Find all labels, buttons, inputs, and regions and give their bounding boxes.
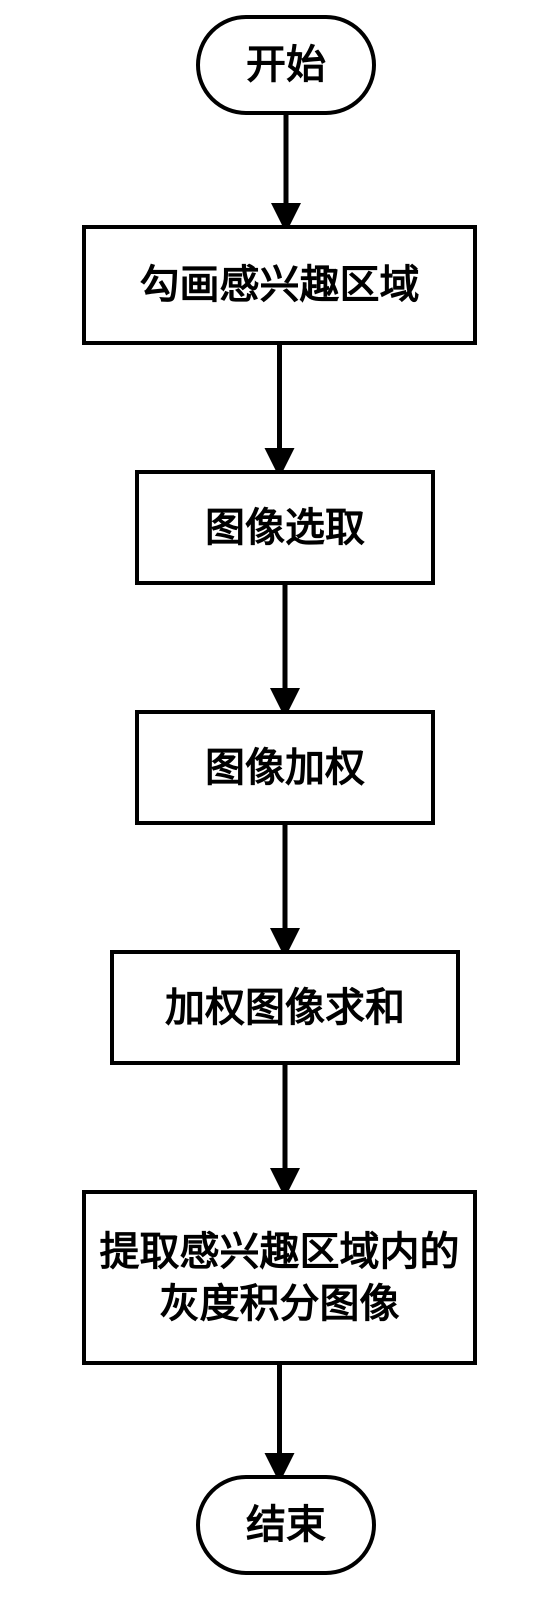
node-extract: 提取感兴趣区域内的灰度积分图像 xyxy=(82,1190,477,1365)
node-sum: 加权图像求和 xyxy=(110,950,460,1065)
node-roi: 勾画感兴趣区域 xyxy=(82,225,477,345)
node-end-label: 结束 xyxy=(246,1499,326,1551)
flowchart-container: 开始勾画感兴趣区域图像选取图像加权加权图像求和提取感兴趣区域内的灰度积分图像结束 xyxy=(0,0,558,1605)
node-extract-label: 提取感兴趣区域内的灰度积分图像 xyxy=(86,1226,473,1330)
node-start: 开始 xyxy=(196,15,376,115)
node-end: 结束 xyxy=(196,1475,376,1575)
node-weight: 图像加权 xyxy=(135,710,435,825)
node-start-label: 开始 xyxy=(246,39,326,91)
node-roi-label: 勾画感兴趣区域 xyxy=(140,259,420,311)
node-weight-label: 图像加权 xyxy=(205,742,365,794)
node-select-label: 图像选取 xyxy=(205,502,365,554)
node-select: 图像选取 xyxy=(135,470,435,585)
node-sum-label: 加权图像求和 xyxy=(165,982,405,1034)
